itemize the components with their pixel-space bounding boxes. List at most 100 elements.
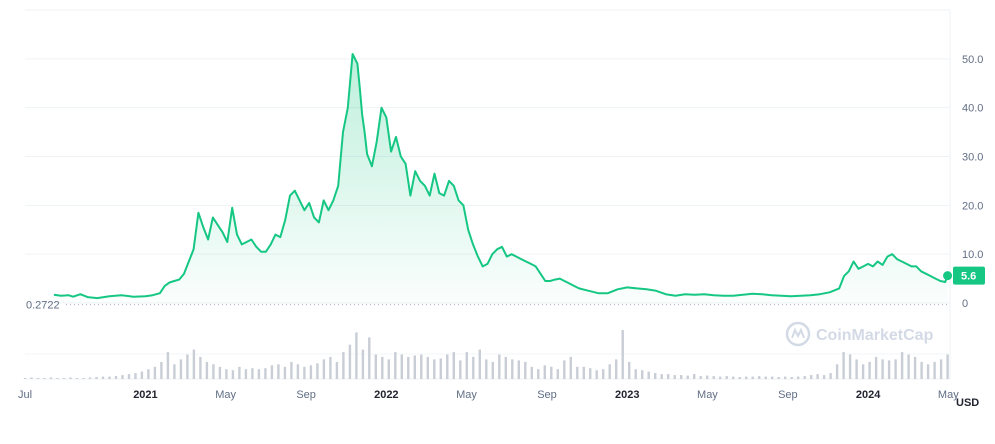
volume-bar — [530, 366, 533, 380]
volume-bar — [667, 374, 670, 379]
volume-bar — [452, 352, 455, 380]
volume-bar — [212, 364, 215, 379]
volume-bar — [712, 376, 715, 379]
volume-bar — [62, 378, 66, 379]
volume-bar — [192, 349, 196, 379]
volume-bar — [69, 377, 72, 379]
volume-bar — [790, 377, 793, 379]
volume-bar — [569, 356, 572, 379]
x-axis: Jul 2021 May Sep 2022 May Sep 2023 May Sep 2024 May — [18, 389, 959, 401]
current-price-dot — [943, 271, 953, 281]
volume-bar — [485, 359, 488, 379]
volume-bar — [628, 361, 631, 379]
volume-bar — [446, 354, 449, 379]
volume-bar — [394, 352, 397, 380]
volume-bar — [537, 369, 540, 379]
volume-bar — [173, 364, 176, 379]
volume-bar — [374, 354, 377, 379]
x-tick-label: 2022 — [374, 389, 398, 401]
volume-bar — [771, 376, 774, 380]
volume-bar — [745, 376, 748, 380]
volume-bar — [225, 369, 228, 379]
y-tick-label: 40.0 — [962, 103, 983, 115]
x-tick-label: Sep — [296, 389, 316, 401]
volume-bar — [524, 361, 527, 379]
volume-bar — [30, 377, 33, 379]
volume-bar — [874, 356, 878, 379]
x-tick-label: May — [215, 389, 236, 401]
volume-bar — [186, 354, 189, 379]
volume-bar — [563, 360, 566, 379]
current-price-badge: 5.6 — [943, 266, 985, 285]
volume-bar — [368, 337, 371, 379]
volume-bar — [296, 364, 300, 379]
volume-bar — [517, 360, 520, 379]
volume-bar — [420, 354, 423, 379]
volume-bar — [946, 354, 949, 379]
volume-bar — [264, 368, 267, 379]
volume-bar — [82, 378, 85, 379]
volume-bar — [251, 368, 254, 379]
volume-bar — [504, 356, 507, 379]
volume-bar — [400, 354, 403, 379]
volume-bar — [907, 354, 910, 379]
volume-bar — [257, 369, 261, 379]
volume-bar — [848, 354, 852, 379]
volume-bar — [939, 359, 943, 379]
volume-bar — [114, 376, 118, 379]
volume-bar — [426, 356, 429, 379]
volume-bars — [23, 330, 949, 380]
volume-bar — [205, 361, 209, 379]
volume-bar — [43, 378, 46, 379]
volume-bar — [751, 376, 754, 380]
volume-bar — [803, 376, 806, 379]
volume-bar — [355, 332, 358, 379]
volume-bar — [732, 376, 735, 380]
volume-bar — [153, 366, 157, 380]
volume-bar — [101, 376, 105, 380]
volume-bar — [913, 356, 917, 379]
volume-bar — [303, 366, 306, 380]
volume-bar — [413, 355, 416, 379]
volume-bar — [634, 369, 637, 379]
volume-bar — [238, 366, 241, 380]
min-price-label: 0.2722 — [26, 300, 60, 312]
volume-bar — [686, 375, 689, 379]
volume-bar — [647, 371, 650, 379]
volume-bar — [290, 361, 293, 379]
x-tick-label: Sep — [537, 389, 557, 401]
volume-bar — [166, 352, 170, 380]
x-tick-label: 2023 — [615, 389, 639, 401]
volume-bar — [329, 356, 332, 379]
volume-bar — [894, 359, 897, 379]
volume-bar — [23, 378, 27, 379]
volume-bar — [589, 368, 592, 379]
volume-bar — [543, 365, 546, 379]
volume-bar — [478, 349, 481, 379]
volume-bar — [842, 352, 845, 380]
volume-bar — [933, 361, 936, 379]
volume-bar — [680, 375, 683, 379]
volume-bar — [439, 358, 442, 379]
volume-bar — [277, 364, 280, 379]
volume-bar — [491, 361, 494, 379]
volume-bar — [283, 366, 287, 380]
volume-bar — [784, 376, 787, 380]
volume-bar — [231, 370, 235, 379]
y-axis: 0 10.0 20.0 30.0 40.0 50.0 — [962, 54, 983, 310]
volume-bar — [855, 359, 858, 379]
volume-bar — [699, 376, 702, 379]
volume-bar — [218, 366, 222, 380]
volume-bar — [861, 364, 865, 379]
volume-bar — [465, 352, 468, 380]
volume-bar — [822, 375, 826, 379]
volume-bar — [387, 359, 390, 379]
volume-bar — [335, 361, 339, 379]
volume-bar — [459, 360, 462, 379]
volume-bar — [835, 364, 839, 379]
volume-bar — [777, 377, 780, 379]
volume-bar — [654, 373, 657, 379]
current-price-label: 5.6 — [961, 271, 976, 283]
volume-bar — [926, 364, 930, 379]
